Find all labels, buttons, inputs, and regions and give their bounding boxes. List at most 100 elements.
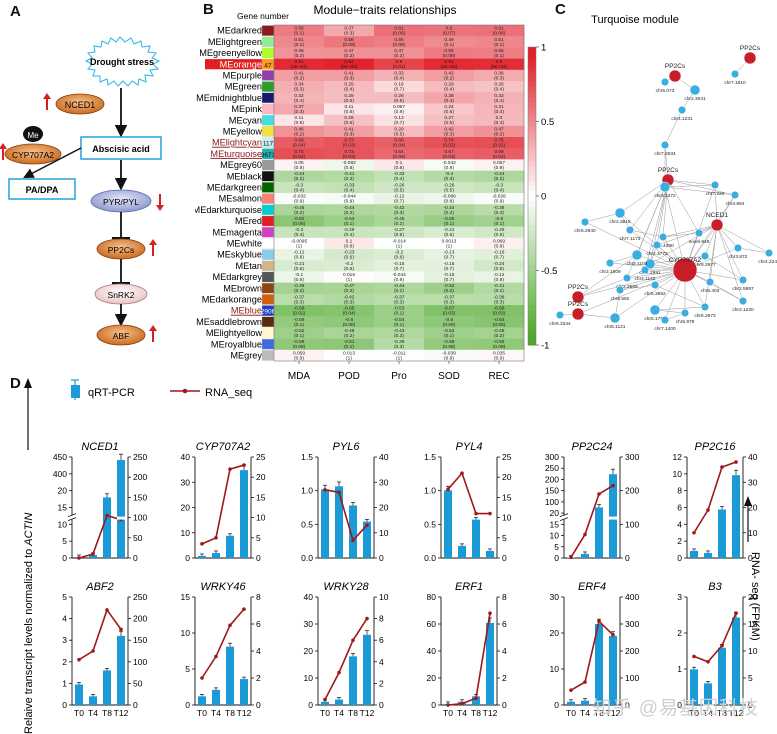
heatmap-cell — [474, 338, 525, 351]
cell-correlation: -0.68 — [294, 306, 305, 312]
cell-correlation: -0.3 — [295, 227, 304, 233]
panel-letter-c: C — [555, 1, 566, 18]
left-tick-label: 4 — [62, 614, 67, 624]
cell-pvalue: (0.2) — [394, 221, 404, 227]
network-edge — [737, 247, 770, 254]
module-swatch — [261, 159, 275, 171]
scale-band — [528, 260, 536, 267]
heatmap-cell — [474, 114, 525, 127]
scale-band — [528, 126, 536, 132]
cell-correlation: 0.1 — [346, 238, 353, 244]
cell-correlation: 0.33 — [394, 70, 404, 76]
module-swatch — [261, 47, 275, 59]
right-tick-label: 20 — [256, 472, 266, 482]
x-tick-label: T4 — [211, 708, 221, 718]
cell-pvalue: (0.8) — [294, 120, 304, 126]
left-tick-label: 5 — [62, 592, 67, 602]
cell-correlation: -0.092 — [342, 160, 356, 166]
left-tick-label: 10 — [673, 469, 683, 479]
cell-pvalue: (0.3) — [344, 176, 354, 182]
rna-seq-line — [570, 619, 614, 691]
cell-pvalue: (0.1) — [394, 311, 404, 317]
module-label: MEdarkturquoise — [195, 205, 262, 215]
cell-correlation: 0.067 — [393, 104, 405, 110]
rna-seq-point — [460, 471, 464, 475]
heatmap-cell — [474, 81, 525, 93]
heatmap-cell — [374, 260, 425, 272]
gene-number: 2906 — [261, 309, 276, 316]
heatmap-cell — [424, 159, 475, 171]
module-swatch — [261, 238, 275, 249]
heatmap-cell — [274, 282, 325, 295]
network-node — [705, 277, 715, 287]
cell-pvalue: (9e−04) — [491, 64, 508, 70]
rna-seq-point — [720, 643, 724, 648]
left-tick-label: 0 — [554, 553, 559, 563]
heatmap-cell — [274, 181, 325, 194]
heatmap-cell — [374, 237, 425, 250]
right-tick-label: 40 — [748, 452, 758, 462]
cell-pvalue: (0.06) — [393, 31, 406, 37]
cell-pvalue: (0.9) — [294, 355, 304, 361]
cell-correlation: -0.46 — [294, 205, 305, 211]
module-label: MEpink — [231, 104, 262, 114]
network-node — [644, 258, 656, 270]
module-swatch — [261, 193, 275, 204]
right-tick-label: 40 — [379, 452, 389, 462]
right-tick-label: 25 — [502, 452, 512, 462]
scale-band — [528, 305, 536, 311]
scale-band — [528, 86, 536, 93]
cell-pvalue: (0.8) — [494, 277, 504, 283]
cell-pvalue: (0.03) — [343, 154, 356, 160]
heatmap-cell — [274, 204, 325, 216]
pyr-pyl-label: PYR/PYL — [103, 197, 139, 207]
module-swatch — [261, 215, 275, 227]
cell-pvalue: (0.1) — [494, 221, 504, 227]
left-tick-label: 100 — [545, 497, 559, 507]
right-tick-label: 2 — [502, 673, 507, 683]
cell-correlation: -0.53 — [394, 306, 405, 312]
right-tick-label: 200 — [133, 614, 147, 624]
network-node — [660, 315, 670, 325]
heatmap-cell — [324, 204, 375, 216]
x-tick-label: T12 — [606, 708, 621, 718]
heatmap-cell — [424, 305, 475, 317]
module-label: MEtan — [235, 261, 262, 271]
x-tick-label: T8 — [717, 708, 727, 718]
left-tick-label: 80 — [427, 592, 437, 602]
module-label: MEorange — [220, 59, 262, 69]
scale-band — [528, 196, 536, 202]
heatmap-cell — [324, 293, 375, 306]
rna-seq-line — [447, 471, 490, 515]
cell-correlation: -0.21 — [294, 261, 305, 267]
module-highlight — [205, 59, 263, 70]
heatmap-cell — [374, 58, 425, 71]
module-label: MEbrown — [223, 283, 262, 293]
cell-correlation: 0.34 — [294, 82, 304, 88]
cell-correlation: -0.41 — [344, 171, 355, 177]
rna-seq-point — [488, 511, 492, 516]
module-label: MEred — [235, 216, 262, 226]
cell-correlation: 0.37 — [294, 104, 304, 110]
me-label: Me — [27, 131, 39, 140]
heatmap-cell — [274, 271, 325, 283]
heatmap-cell — [474, 148, 525, 160]
scale-band — [528, 240, 536, 247]
network-node — [660, 140, 670, 150]
module-label: MEblue — [231, 306, 262, 316]
left-tick-label: 1.0 — [301, 486, 313, 496]
cell-correlation: 0.56 — [444, 48, 454, 54]
cell-pvalue: (0.8) — [394, 165, 404, 171]
cell-correlation: -0.3 — [295, 182, 304, 188]
cell-correlation: -0.24 — [494, 261, 505, 267]
cell-correlation: 0.0013 — [442, 238, 457, 244]
pp2cs-label: PP2Cs — [108, 245, 134, 255]
right-tick-label: 300 — [625, 452, 639, 462]
heatmap-cell — [474, 293, 525, 306]
cell-correlation: -0.38 — [494, 294, 505, 300]
gene-number-bg — [263, 59, 273, 70]
cell-pvalue: (0.2) — [294, 131, 304, 137]
cell-correlation: 0.46 — [294, 126, 304, 132]
network-red-node — [668, 69, 682, 83]
heatmap-cell — [374, 215, 425, 227]
